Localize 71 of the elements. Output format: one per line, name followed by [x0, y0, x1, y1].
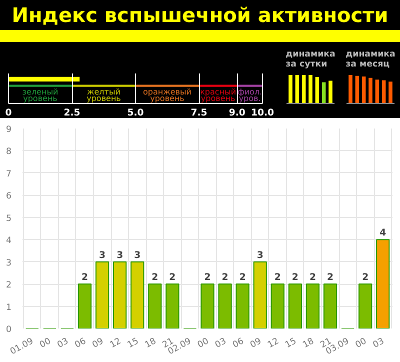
bar	[95, 261, 110, 328]
x-tick-label: 18	[301, 336, 316, 350]
data-label: 4	[380, 228, 387, 239]
data-label: 2	[239, 272, 246, 284]
x-tick-label: 09	[90, 336, 106, 350]
data-label: 3	[116, 250, 124, 261]
data-label: 2	[327, 272, 334, 284]
bar	[288, 284, 302, 328]
x-tick-label: 03	[56, 336, 70, 350]
x-tick-label: 03	[372, 336, 386, 350]
bar	[113, 261, 127, 328]
data-label: 2	[362, 272, 369, 284]
band-label: фиол. уров.	[238, 88, 262, 104]
x-tick-label: 06	[231, 336, 246, 350]
x-tick-label: 15	[126, 336, 140, 350]
chart-title: динамика за сутки	[286, 50, 336, 70]
y-tick-label: 0	[6, 325, 12, 335]
chart-title: Индекс вспышечной активности	[12, 2, 388, 29]
x-tick-label: 09	[248, 336, 264, 350]
x-tick-label: 15	[284, 336, 298, 350]
data-label: 2	[222, 272, 228, 284]
y-tick-label: 8	[6, 147, 12, 158]
data-label: 3	[134, 250, 141, 261]
x-tick-label: 00	[354, 336, 368, 350]
x-tick-label: 00	[38, 336, 53, 350]
y-tick-label: 1	[6, 302, 12, 313]
data-label: 3	[99, 250, 106, 261]
bar	[148, 284, 162, 328]
x-tick-label: 00	[196, 336, 211, 350]
data-label: 2	[169, 272, 176, 284]
band-label: красный уровень	[200, 88, 236, 104]
bar	[218, 284, 232, 328]
data-label: 2	[82, 272, 88, 284]
y-tick-label: 9	[6, 125, 12, 135]
x-tick-label: 2.5	[64, 108, 80, 118]
bar	[376, 239, 390, 328]
bar	[236, 284, 250, 328]
y-tick-label: 3	[6, 258, 12, 268]
x-tick-label: 06	[73, 336, 88, 350]
x-tick-label: 9.0	[228, 108, 246, 118]
x-tick-label: 12	[266, 336, 281, 350]
chart-title: динамика за месяц	[346, 50, 396, 70]
x-tick-label: 5.0	[127, 108, 144, 118]
band-label: зеленый уровень	[22, 88, 58, 104]
bar	[306, 284, 320, 328]
data-label: 2	[274, 272, 281, 284]
y-tick-label: 2	[6, 280, 12, 291]
y-tick-label: 6	[6, 192, 12, 202]
y-tick-label: 4	[6, 236, 12, 246]
bar	[130, 261, 144, 328]
data-label: 2	[309, 272, 316, 284]
data-label: 2	[152, 272, 158, 284]
x-tick-label: 18	[144, 336, 158, 350]
x-tick-label: 12	[108, 336, 123, 350]
data-label: 2	[292, 272, 298, 284]
bar	[253, 261, 267, 328]
x-tick-label: 03	[214, 336, 228, 350]
bar	[200, 284, 214, 328]
x-tick-label: 7.5	[190, 108, 208, 118]
bar	[270, 284, 284, 328]
bar	[166, 284, 180, 328]
x-tick-label: 10.0	[250, 108, 275, 118]
data-label: 2	[204, 272, 211, 284]
y-tick-label: 5	[6, 214, 12, 224]
bar	[323, 284, 338, 328]
band-label: оранжевый уровень	[143, 88, 192, 104]
band-label: желтый уровень	[86, 88, 122, 104]
bar	[78, 284, 92, 328]
data-label: 3	[256, 250, 264, 261]
bar	[358, 284, 372, 328]
y-tick-label: 7	[6, 169, 12, 180]
